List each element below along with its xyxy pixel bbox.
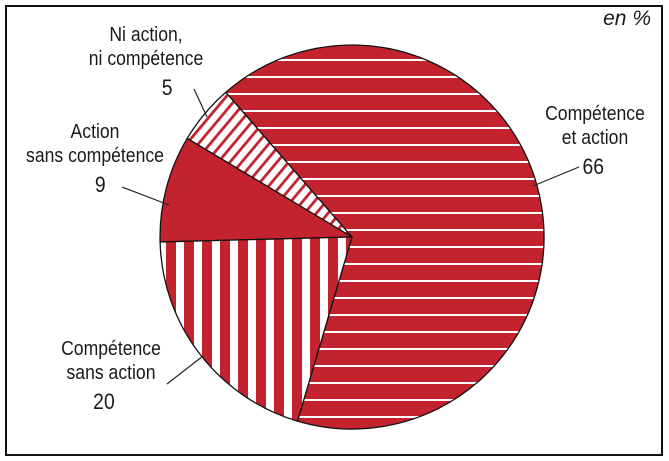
slice-value: 9 bbox=[94, 172, 106, 197]
slice-value: 20 bbox=[93, 389, 115, 414]
label-action-sans-competence: Action sans compétence 9 bbox=[20, 120, 170, 198]
label-line: Action bbox=[70, 121, 120, 143]
label-line: sans compétence bbox=[26, 145, 164, 167]
label-line: ni compétence bbox=[88, 48, 204, 70]
pie-slice-competence-sans-action bbox=[159, 236, 353, 422]
label-line: sans action bbox=[66, 362, 156, 384]
label-line: Compétence bbox=[61, 338, 161, 360]
slice-value: 5 bbox=[161, 75, 173, 100]
unit-label: en % bbox=[603, 7, 651, 30]
label-competence-sans-action: Compétence sans action 20 bbox=[36, 337, 186, 415]
leader-line-competence-et-action bbox=[532, 166, 580, 187]
label-competence-et-action: Compétence et action 66 bbox=[520, 102, 669, 180]
leader-line-ni-action-ni-competence bbox=[193, 88, 208, 118]
leader-line-competence-sans-action bbox=[166, 355, 204, 385]
slice-value: 66 bbox=[582, 154, 605, 179]
label-line: Ni action, bbox=[109, 24, 183, 46]
label-line: et action bbox=[561, 127, 629, 149]
leader-line-action-sans-competence bbox=[121, 186, 170, 206]
pie-slice-competence-et-action bbox=[225, 44, 545, 430]
label-line: Compétence bbox=[545, 103, 645, 125]
pie-slice-action-sans-competence bbox=[159, 137, 353, 243]
label-ni-action-ni-competence: Ni action, ni compétence 5 bbox=[71, 23, 221, 101]
